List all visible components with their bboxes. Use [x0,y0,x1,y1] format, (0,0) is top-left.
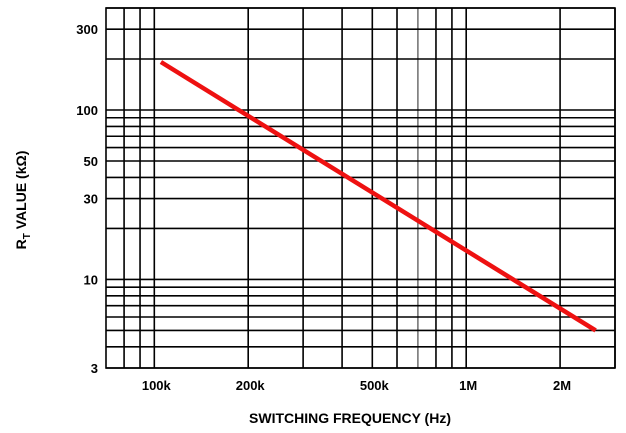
plot-frame [105,7,616,369]
x-tick-labels: 100k 200k 500k 1M 2M [142,378,571,393]
x-tick-label: 2M [553,378,571,393]
y-tick-labels: 3 10 30 50 100 300 [76,22,98,376]
y-tick-label: 100 [76,103,98,118]
grid [106,7,616,369]
y-axis-title-prefix: R [13,239,29,249]
y-axis-title-subscript: T [22,233,33,239]
y-tick-label: 3 [91,361,98,376]
y-tick-label: 50 [84,154,98,169]
x-tick-label: 100k [142,378,172,393]
x-axis-title: SWITCHING FREQUENCY (Hz) [249,410,451,426]
rt-curve [159,60,597,333]
y-tick-label: 30 [84,192,98,207]
series-layer [159,60,597,333]
y-axis-title: RT VALUE (kΩ) [13,151,33,250]
x-tick-label: 200k [236,378,266,393]
x-tick-label: 1M [459,378,477,393]
y-tick-label: 300 [76,22,98,37]
y-axis-title-suffix: VALUE (kΩ) [13,151,29,234]
y-tick-label: 10 [84,272,98,287]
x-tick-label: 500k [360,378,390,393]
